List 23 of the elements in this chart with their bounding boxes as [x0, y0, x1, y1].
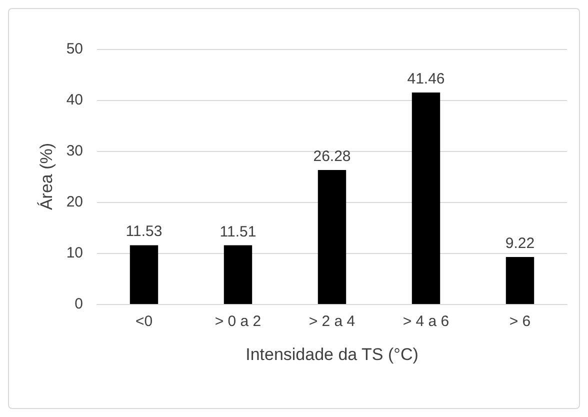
bar — [318, 170, 346, 304]
x-axis-title: Intensidade da TS (°C) — [246, 345, 418, 364]
y-tick-label: 10 — [66, 244, 83, 262]
data-label: 41.46 — [407, 70, 445, 88]
x-tick-label: <0 — [135, 313, 153, 330]
y-tick-label: 0 — [74, 296, 83, 312]
data-label: 26.28 — [313, 148, 351, 165]
x-tick-label: > 0 a 2 — [214, 313, 262, 330]
data-label: 11.53 — [126, 223, 162, 240]
y-tick-label: 40 — [66, 92, 83, 108]
y-tick-label: 30 — [66, 142, 83, 160]
bar — [506, 256, 534, 304]
x-tick-label: > 2 a 4 — [308, 313, 356, 330]
bar — [412, 92, 440, 304]
y-axis-title: Área (%) — [37, 142, 56, 210]
x-tick-label: > 6 — [509, 313, 531, 330]
bar — [130, 245, 158, 304]
bar — [224, 245, 252, 304]
x-tick-label: > 4 a 6 — [402, 313, 450, 330]
y-tick-label: 20 — [66, 194, 83, 210]
y-tick-label: 50 — [66, 40, 83, 58]
data-label: 9.22 — [505, 234, 535, 252]
data-label: 11.51 — [220, 223, 256, 240]
